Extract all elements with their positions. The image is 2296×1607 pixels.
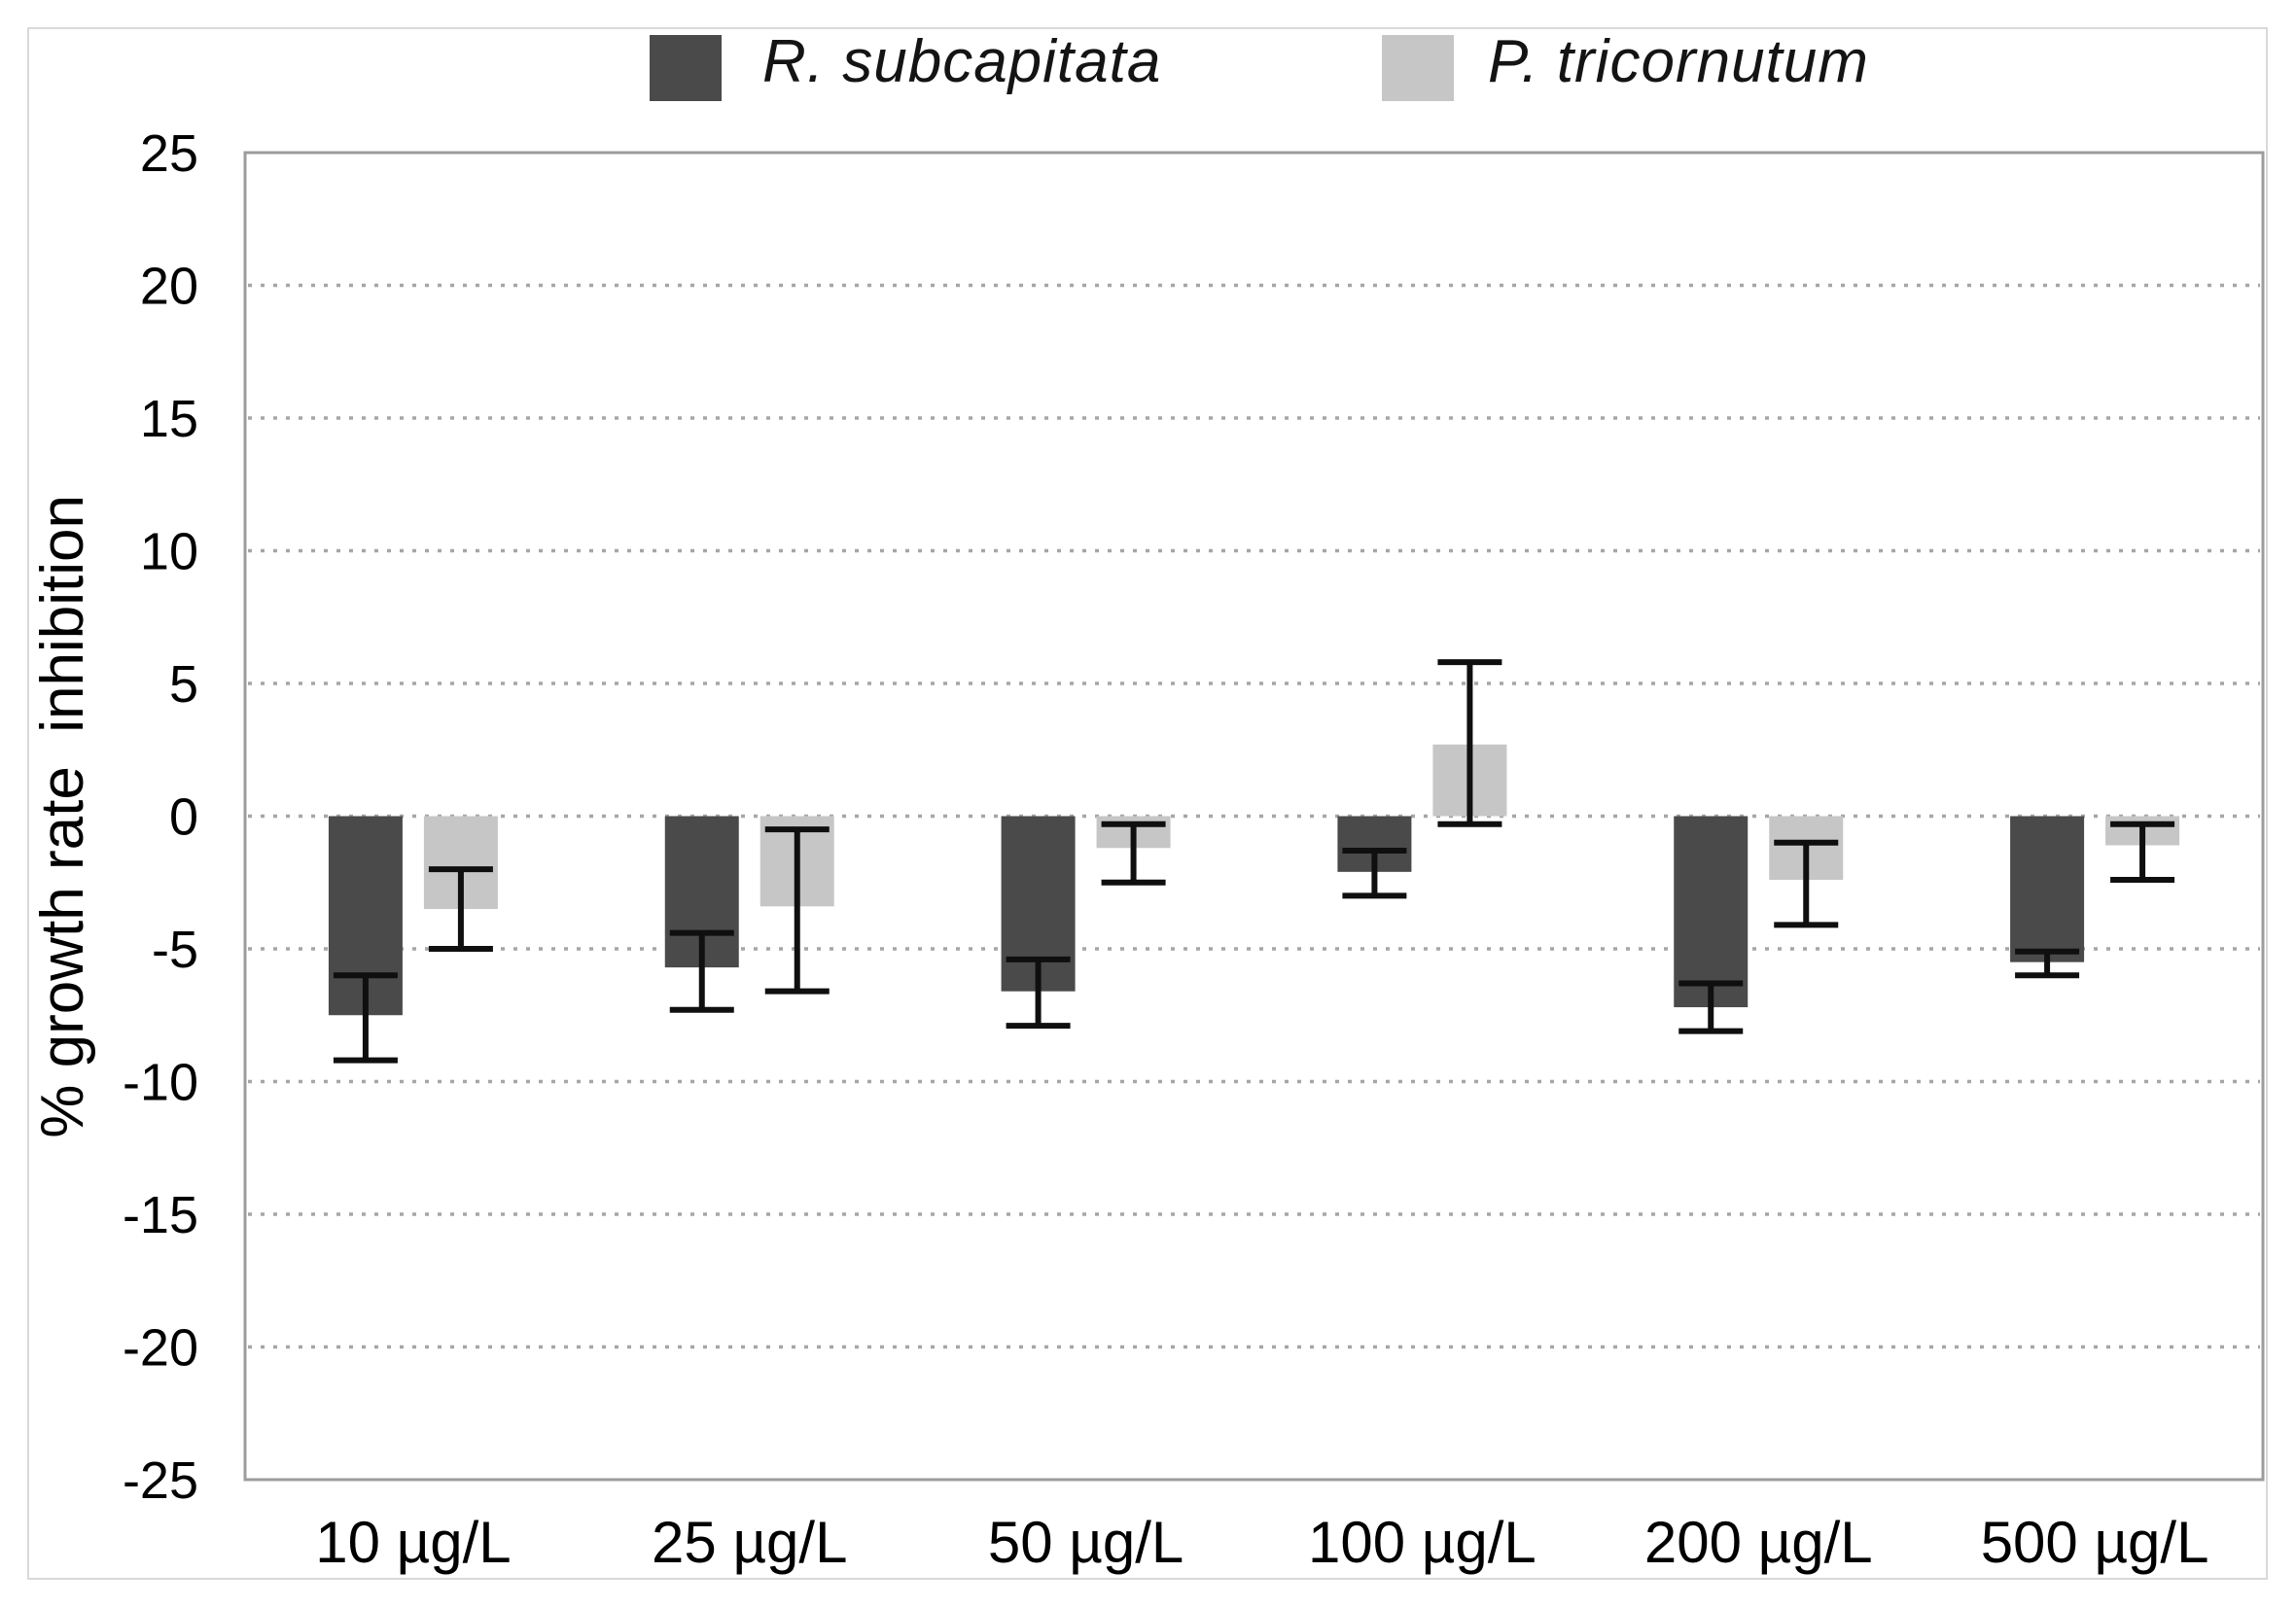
legend-label-p-tricornutum: P. tricornutum [1488,28,1869,95]
chart-legend: R. subcapitata P. tricornutum [0,0,2296,136]
x-tick-label: 200 µg/L [1644,1510,1873,1575]
x-tick-label: 10 µg/L [315,1510,511,1575]
y-tick-label: 5 [169,655,198,714]
legend-label-r-subcapitata: R. subcapitata [762,28,1162,95]
y-tick-label: -20 [123,1319,198,1378]
y-axis-title-box: % growth rate inhibition [18,153,107,1480]
legend-swatch-p-tricornutum [1382,35,1454,101]
y-tick-label: -15 [123,1186,198,1244]
plot-frame [243,151,2265,1482]
y-tick-label: 25 [140,124,198,183]
y-tick-label: 10 [140,523,198,581]
y-tick-label: 0 [169,788,198,847]
x-tick-label: 100 µg/L [1308,1510,1537,1575]
bar [2010,816,2085,962]
y-axis-title: % growth rate inhibition [28,494,96,1138]
x-tick-label: 500 µg/L [1981,1510,2209,1575]
y-tick-label: -5 [152,921,198,979]
y-tick-label: 15 [140,390,198,448]
y-tick-label: -10 [123,1054,198,1112]
y-tick-label: -25 [123,1451,198,1510]
y-tick-label: 20 [140,258,198,316]
bar [1674,816,1748,1008]
legend-swatch-r-subcapitata [650,35,722,101]
x-tick-label: 25 µg/L [652,1510,847,1575]
x-tick-label: 50 µg/L [988,1510,1183,1575]
